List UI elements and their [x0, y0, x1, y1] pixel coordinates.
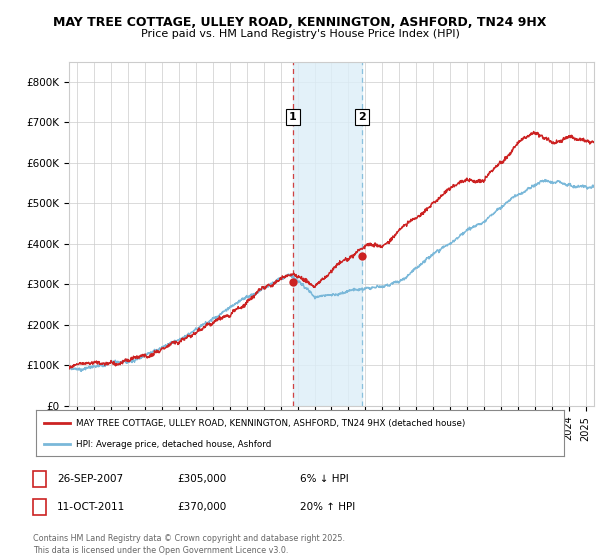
Text: 6% ↓ HPI: 6% ↓ HPI — [300, 474, 349, 484]
Text: MAY TREE COTTAGE, ULLEY ROAD, KENNINGTON, ASHFORD, TN24 9HX (detached house): MAY TREE COTTAGE, ULLEY ROAD, KENNINGTON… — [76, 419, 465, 428]
Text: HPI: Average price, detached house, Ashford: HPI: Average price, detached house, Ashf… — [76, 440, 271, 449]
Bar — [293, 62, 362, 406]
Text: 26-SEP-2007: 26-SEP-2007 — [57, 474, 123, 484]
Text: Contains HM Land Registry data © Crown copyright and database right 2025.
This d: Contains HM Land Registry data © Crown c… — [33, 534, 345, 555]
Text: 1: 1 — [289, 111, 297, 122]
Text: 11-OCT-2011: 11-OCT-2011 — [57, 502, 125, 512]
Text: 20% ↑ HPI: 20% ↑ HPI — [300, 502, 355, 512]
Text: 2: 2 — [358, 111, 365, 122]
Text: £305,000: £305,000 — [177, 474, 226, 484]
Text: Price paid vs. HM Land Registry's House Price Index (HPI): Price paid vs. HM Land Registry's House … — [140, 29, 460, 39]
Text: £370,000: £370,000 — [177, 502, 226, 512]
Text: 1: 1 — [36, 474, 43, 484]
Text: MAY TREE COTTAGE, ULLEY ROAD, KENNINGTON, ASHFORD, TN24 9HX: MAY TREE COTTAGE, ULLEY ROAD, KENNINGTON… — [53, 16, 547, 29]
Text: 2: 2 — [36, 502, 43, 512]
